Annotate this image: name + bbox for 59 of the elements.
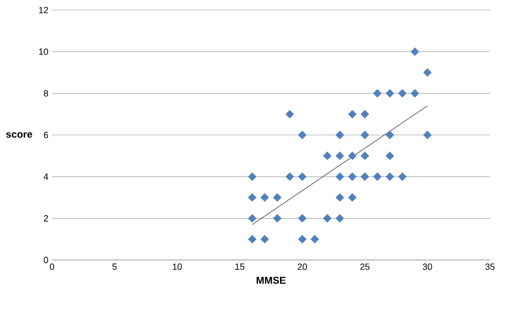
point xyxy=(423,130,432,140)
y-tick-label: 2 xyxy=(44,215,48,222)
point xyxy=(373,172,382,181)
point xyxy=(348,193,357,202)
point xyxy=(248,214,256,223)
point xyxy=(272,193,282,202)
point xyxy=(248,234,256,244)
point xyxy=(298,214,307,223)
y-tick-label: 0 xyxy=(44,256,48,264)
x-tick-label: 20 xyxy=(298,264,307,270)
point xyxy=(336,172,344,181)
point xyxy=(248,193,256,202)
point xyxy=(410,47,420,56)
point xyxy=(360,110,370,118)
point xyxy=(360,130,370,140)
point xyxy=(260,193,270,202)
point xyxy=(398,172,407,181)
point xyxy=(298,234,307,244)
point xyxy=(323,214,332,223)
point xyxy=(286,110,294,118)
point xyxy=(298,172,307,181)
y-tick-label: 4 xyxy=(44,174,48,180)
x-tick-label: 15 xyxy=(235,264,244,270)
point xyxy=(373,89,382,98)
x-tick-label: 25 xyxy=(360,264,370,270)
x-tick-label: 5 xyxy=(112,264,117,270)
point xyxy=(410,89,420,98)
point xyxy=(386,152,394,160)
point xyxy=(286,172,294,181)
point xyxy=(336,130,344,140)
point xyxy=(336,193,344,202)
point xyxy=(360,152,370,160)
y-tick-label: 8 xyxy=(44,90,48,97)
point xyxy=(248,172,256,181)
point xyxy=(298,130,307,140)
point xyxy=(336,214,344,223)
point xyxy=(323,152,332,160)
x-tick-label: 0 xyxy=(50,264,54,270)
point xyxy=(348,152,357,160)
point xyxy=(386,172,394,181)
point xyxy=(386,130,394,140)
y-tick-label: 10 xyxy=(39,48,48,55)
y-axis-title: score xyxy=(6,132,32,138)
point xyxy=(260,234,270,244)
point xyxy=(360,172,370,181)
point xyxy=(336,152,344,160)
x-tick-label: 10 xyxy=(172,264,182,270)
x-tick-label: 30 xyxy=(422,264,432,270)
x-axis-title: MMSE xyxy=(256,276,286,284)
point xyxy=(272,214,282,223)
point xyxy=(386,89,394,98)
point xyxy=(348,172,357,181)
y-tick-label: 6 xyxy=(44,132,48,138)
point xyxy=(310,234,320,244)
point xyxy=(398,89,407,98)
point xyxy=(348,110,357,118)
y-tick-label: 12 xyxy=(39,6,48,14)
x-tick-label: 35 xyxy=(485,264,495,270)
point xyxy=(423,68,432,77)
